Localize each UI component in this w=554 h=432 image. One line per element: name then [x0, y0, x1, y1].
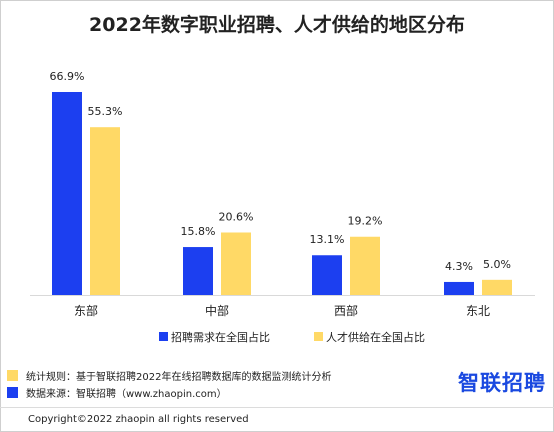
bar-supply-3 [482, 279, 512, 295]
note-rule: 统计规则：基于智联招聘2022年在线招聘数据库的数据监测统计分析 [7, 369, 332, 383]
legend-label-1: 人才供给在全国占比 [326, 330, 425, 344]
bar-supply-2 [350, 236, 380, 295]
legend-label-0: 招聘需求在全国占比 [171, 330, 270, 344]
note-rule-swatch [7, 370, 18, 381]
bar-supply-0 [90, 127, 120, 295]
bar-chart: 66.9% 55.3% 东部 15.8%20.6% 中部 13.1%19.2% 西部 4.3%… [30, 70, 535, 344]
bar-demand-3 [444, 281, 474, 295]
data-label-demand-1: 15.8% [181, 225, 216, 238]
note-source: 数据来源：智联招聘（www.zhaopin.com） [7, 386, 331, 400]
note-source-swatch [7, 387, 18, 398]
chart-title: 2022年数字职业招聘、人才供给的地区分布 [89, 14, 465, 36]
bar-demand-0 [52, 92, 82, 295]
legend-swatch-0 [159, 332, 168, 341]
note-source-text: 数据来源：智联招聘（www.zhaopin.com） [26, 389, 227, 400]
data-label-supply-1: 20.6% [219, 210, 254, 223]
bar-supply-1 [221, 232, 251, 295]
footer-divider [0, 407, 554, 408]
bar-demand-1 [183, 247, 213, 295]
category-label-1: 中部 [205, 303, 229, 318]
footer-notes: 统计规则：基于智联招聘2022年在线招聘数据库的数据监测统计分析 数据来源：智联… [7, 369, 331, 403]
category-label-3: 东北 [466, 304, 490, 318]
data-label-supply-0: 55.3% [88, 105, 123, 118]
category-label-2: 西部 [334, 303, 358, 318]
category-label-0: 东部 [74, 303, 98, 318]
copyright-text: Copyright©2022 zhaopin all rights reserv… [28, 414, 249, 425]
data-label-demand-2: 13.1% [310, 233, 345, 246]
note-rule-text: 统计规则：基于智联招聘2022年在线招聘数据库的数据监测统计分析 [26, 372, 332, 383]
data-label-demand-3: 4.3% [445, 260, 473, 273]
legend-swatch-1 [314, 332, 323, 341]
brand-logo: 智联招聘 [458, 371, 546, 395]
data-label-supply-2: 19.2% [348, 215, 383, 228]
bar-demand-2 [312, 255, 342, 295]
data-label-supply-3: 5.0% [483, 258, 511, 271]
data-label-demand-0: 66.9% [50, 70, 85, 83]
